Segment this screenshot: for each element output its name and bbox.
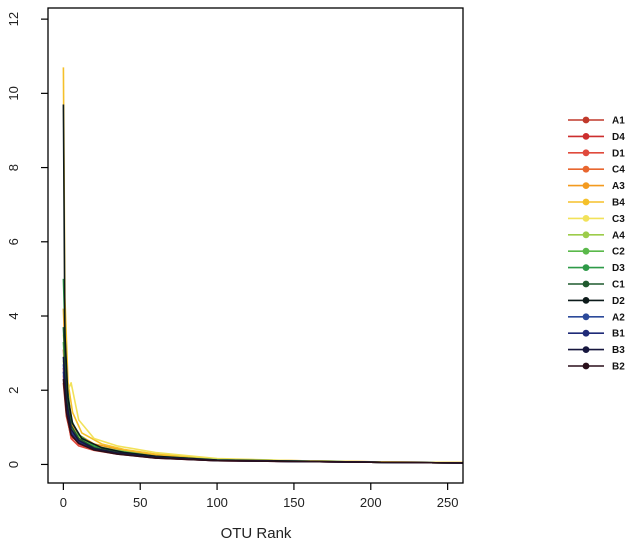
legend-item-B3: B3 bbox=[568, 345, 625, 356]
legend-item-A4: A4 bbox=[568, 230, 625, 241]
legend-label: B2 bbox=[612, 362, 625, 373]
legend-label: A4 bbox=[612, 230, 625, 241]
legend-item-B1: B1 bbox=[568, 329, 625, 340]
legend-swatch-dot bbox=[582, 362, 590, 370]
legend-label: C3 bbox=[612, 214, 625, 225]
legend-swatch-dot bbox=[582, 264, 590, 271]
legend-swatch-dot bbox=[582, 313, 590, 321]
legend-item-A1: A1 bbox=[568, 116, 625, 127]
y-tick-label: 2 bbox=[6, 387, 21, 394]
series-line-A2 bbox=[62, 364, 463, 464]
legend-swatch-dot bbox=[582, 329, 590, 337]
legend-label: A1 bbox=[612, 116, 625, 127]
legend-swatch-dot bbox=[582, 297, 590, 304]
legend: A1 D4 D1 C4 A3 B4 C3 A4 C2 D3 C1 D2 A2 B1 B3 B2 bbox=[568, 116, 625, 373]
legend-swatch-dot bbox=[582, 346, 590, 353]
legend-swatch-dot bbox=[582, 133, 590, 140]
plot-frame bbox=[47, 7, 464, 484]
legend-swatch-dot bbox=[582, 165, 590, 173]
legend-swatch-dot bbox=[582, 247, 590, 255]
x-tick-label: 250 bbox=[437, 495, 459, 510]
legend-item-C2: C2 bbox=[568, 247, 625, 258]
series-line-D2 bbox=[62, 104, 463, 464]
y-tick-label: 12 bbox=[6, 12, 21, 26]
legend-swatch-dot bbox=[582, 116, 590, 124]
legend-item-B2: B2 bbox=[568, 362, 625, 373]
legend-item-D3: D3 bbox=[568, 263, 625, 274]
legend-item-D4: D4 bbox=[568, 132, 625, 143]
legend-item-C1: C1 bbox=[568, 280, 625, 291]
x-tick-label: 200 bbox=[360, 495, 382, 510]
y-tick-label: 0 bbox=[6, 461, 21, 468]
legend-label: C2 bbox=[612, 247, 625, 258]
series-line-B4 bbox=[62, 67, 463, 464]
series-line-C3 bbox=[62, 334, 463, 464]
legend-swatch-dot bbox=[582, 215, 590, 222]
series-lines bbox=[62, 67, 463, 464]
legend-swatch-dot bbox=[582, 280, 590, 288]
legend-item-D1: D1 bbox=[568, 148, 625, 159]
legend-swatch-dot bbox=[582, 231, 590, 239]
y-tick-label: 6 bbox=[6, 238, 21, 245]
legend-label: B1 bbox=[612, 329, 625, 340]
legend-label: A2 bbox=[612, 312, 625, 323]
legend-item-D2: D2 bbox=[568, 296, 625, 307]
legend-swatch-dot bbox=[582, 149, 590, 157]
legend-label: D2 bbox=[612, 296, 625, 307]
legend-item-C4: C4 bbox=[568, 165, 625, 176]
legend-label: D3 bbox=[612, 263, 625, 274]
series-line-C2 bbox=[62, 341, 463, 464]
legend-item-C3: C3 bbox=[568, 214, 625, 225]
x-axis-title: OTU Rank bbox=[221, 525, 292, 542]
y-tick-label: 8 bbox=[6, 164, 21, 171]
legend-swatch-dot bbox=[582, 182, 590, 190]
legend-label: B3 bbox=[612, 345, 625, 356]
x-tick-label: 100 bbox=[206, 495, 228, 510]
legend-label: C1 bbox=[612, 280, 625, 291]
legend-swatch-dot bbox=[582, 198, 590, 206]
y-tick-label: 4 bbox=[6, 312, 21, 319]
axes: 0 50 100 150 200 250 0 2 4 6 8 10 12 bbox=[6, 7, 464, 510]
x-tick-label: 150 bbox=[283, 495, 305, 510]
series-line-C4 bbox=[62, 349, 463, 464]
legend-label: A3 bbox=[612, 181, 625, 192]
legend-item-A2: A2 bbox=[568, 312, 625, 323]
legend-label: D4 bbox=[612, 132, 625, 143]
series-line-A3 bbox=[62, 308, 463, 464]
x-tick-label: 50 bbox=[133, 495, 147, 510]
legend-item-A3: A3 bbox=[568, 181, 625, 192]
series-line-C1 bbox=[62, 327, 463, 464]
legend-item-B4: B4 bbox=[568, 198, 625, 209]
legend-label: C4 bbox=[612, 165, 625, 176]
legend-label: D1 bbox=[612, 148, 625, 159]
x-tick-label: 0 bbox=[60, 495, 67, 510]
legend-label: B4 bbox=[612, 198, 625, 209]
series-line-B2 bbox=[62, 379, 463, 464]
y-tick-label: 10 bbox=[6, 86, 21, 100]
series-line-D3 bbox=[62, 278, 463, 464]
